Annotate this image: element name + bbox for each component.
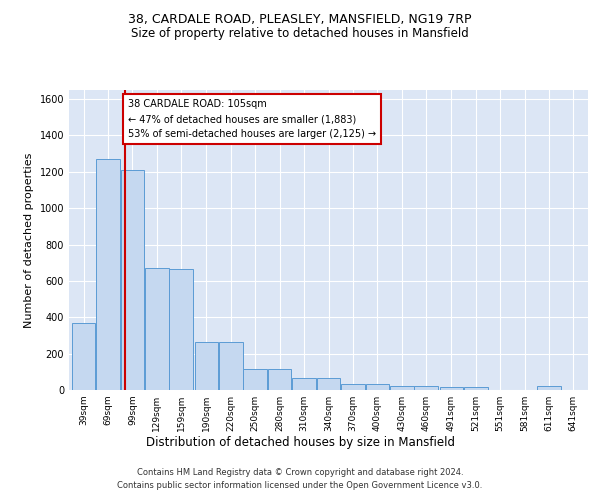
Bar: [464, 388, 488, 390]
Bar: [169, 269, 193, 390]
Text: 38 CARDALE ROAD: 105sqm
← 47% of detached houses are smaller (1,883)
53% of semi: 38 CARDALE ROAD: 105sqm ← 47% of detache…: [128, 100, 376, 139]
Bar: [537, 386, 561, 390]
Bar: [390, 386, 413, 390]
Text: Contains public sector information licensed under the Open Government Licence v3: Contains public sector information licen…: [118, 482, 482, 490]
Bar: [244, 369, 267, 390]
Bar: [219, 342, 242, 390]
Text: 38, CARDALE ROAD, PLEASLEY, MANSFIELD, NG19 7RP: 38, CARDALE ROAD, PLEASLEY, MANSFIELD, N…: [128, 12, 472, 26]
Bar: [365, 384, 389, 390]
Bar: [96, 159, 120, 390]
Bar: [440, 388, 463, 390]
Bar: [194, 342, 218, 390]
Bar: [415, 386, 438, 390]
Bar: [341, 384, 365, 390]
Text: Distribution of detached houses by size in Mansfield: Distribution of detached houses by size …: [146, 436, 455, 449]
Bar: [268, 369, 292, 390]
Bar: [145, 268, 169, 390]
Text: Contains HM Land Registry data © Crown copyright and database right 2024.: Contains HM Land Registry data © Crown c…: [137, 468, 463, 477]
Bar: [72, 322, 95, 390]
Bar: [121, 170, 144, 390]
Bar: [292, 378, 316, 390]
Y-axis label: Number of detached properties: Number of detached properties: [24, 152, 34, 328]
Text: Size of property relative to detached houses in Mansfield: Size of property relative to detached ho…: [131, 28, 469, 40]
Bar: [317, 378, 340, 390]
